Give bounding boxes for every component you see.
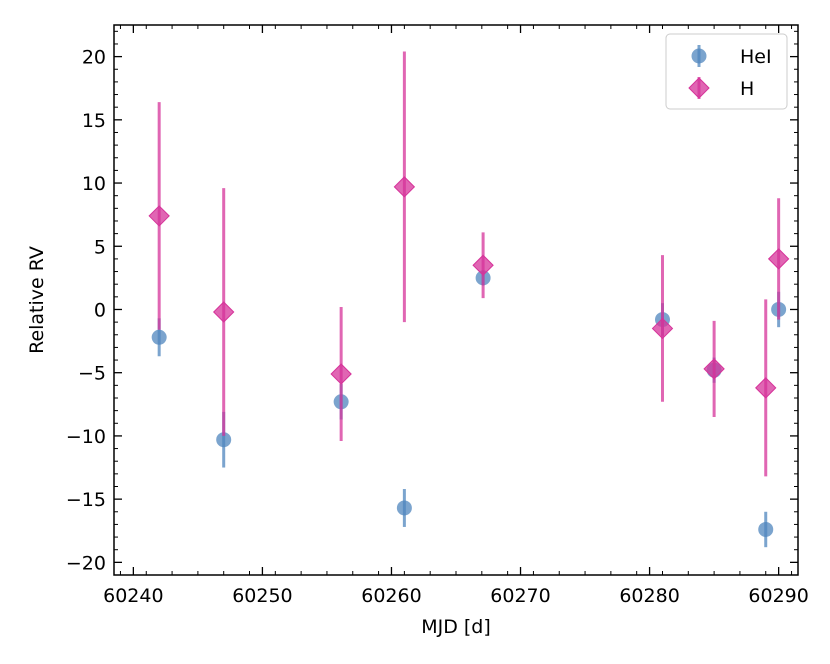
data-point: [758, 521, 774, 537]
data-point: [216, 432, 232, 448]
x-tick-label: 60250: [232, 585, 292, 607]
x-tick-label: 60260: [361, 585, 421, 607]
data-point: [393, 176, 416, 198]
x-tick-label: 60290: [748, 585, 808, 607]
data-point: [330, 363, 352, 385]
y-axis-label: Relative RV: [26, 246, 48, 354]
data-point: [755, 377, 777, 399]
legend-marker-hei: [691, 45, 707, 67]
legend-label-hei: HeI: [740, 46, 772, 68]
data-point: [651, 317, 674, 340]
y-tick-label: 10: [82, 173, 106, 195]
y-tick-label: −20: [66, 552, 106, 574]
legend: HeI H: [665, 33, 788, 110]
legend-marker-h: [688, 77, 710, 99]
x-axis-label: MJD [d]: [421, 616, 491, 638]
legend-label-h: H: [740, 78, 754, 100]
data-point: [148, 205, 170, 227]
data-point: [472, 254, 494, 276]
x-tick-label: 60270: [490, 585, 550, 607]
y-tick-label: 20: [82, 47, 106, 69]
y-tick-label: 5: [94, 236, 106, 258]
data-point: [151, 329, 167, 345]
series-layer: [148, 51, 790, 548]
y-tick-label: 0: [94, 299, 106, 321]
data-point: [767, 248, 790, 270]
major-ticks: [114, 25, 798, 575]
series-h: [148, 51, 790, 477]
y-tick-label: −10: [66, 426, 106, 448]
y-tick-label: 15: [82, 110, 106, 132]
plot-area: [114, 25, 798, 575]
tick-labels: 60240 60250 60260 60270 60280 60290 −20 −15 −10 −…: [66, 47, 809, 607]
y-tick-label: −15: [66, 489, 106, 511]
x-tick-label: 60240: [103, 585, 163, 607]
data-point: [396, 500, 412, 516]
plot-frame: [113, 24, 799, 576]
data-point: [212, 301, 235, 323]
y-tick-label: −5: [78, 363, 106, 385]
data-point: [703, 358, 725, 380]
x-tick-label: 60280: [619, 585, 679, 607]
